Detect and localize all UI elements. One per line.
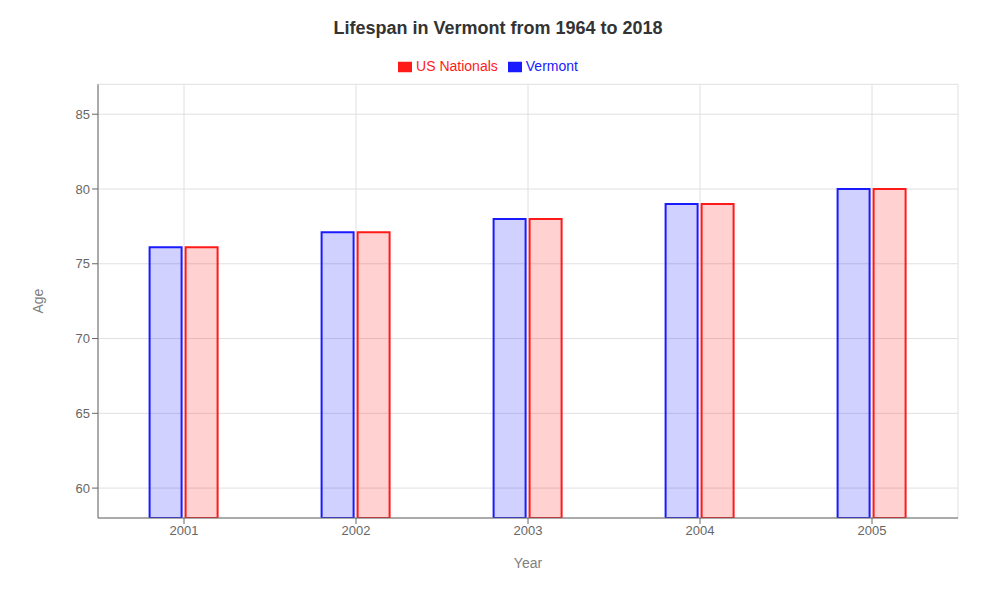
svg-text:80: 80 [76, 182, 90, 197]
svg-text:75: 75 [76, 256, 90, 271]
svg-text:2002: 2002 [342, 523, 371, 538]
svg-text:2004: 2004 [686, 523, 715, 538]
svg-text:65: 65 [76, 406, 90, 421]
svg-text:70: 70 [76, 331, 90, 346]
svg-text:Age: Age [30, 288, 46, 313]
html-text:US Nationals: US Nationals [416, 58, 498, 74]
svg-text:Year: Year [514, 555, 543, 571]
html-text:Lifespan in Vermont from 1964: Lifespan in Vermont from 1964 to 2018 [333, 18, 663, 38]
svg-text:60: 60 [76, 481, 90, 496]
svg-text:85: 85 [76, 107, 90, 122]
svg-text:2005: 2005 [858, 523, 887, 538]
html-text:Vermont: Vermont [525, 58, 578, 74]
svg-text:2003: 2003 [514, 523, 543, 538]
svg-text:2001: 2001 [170, 523, 199, 538]
